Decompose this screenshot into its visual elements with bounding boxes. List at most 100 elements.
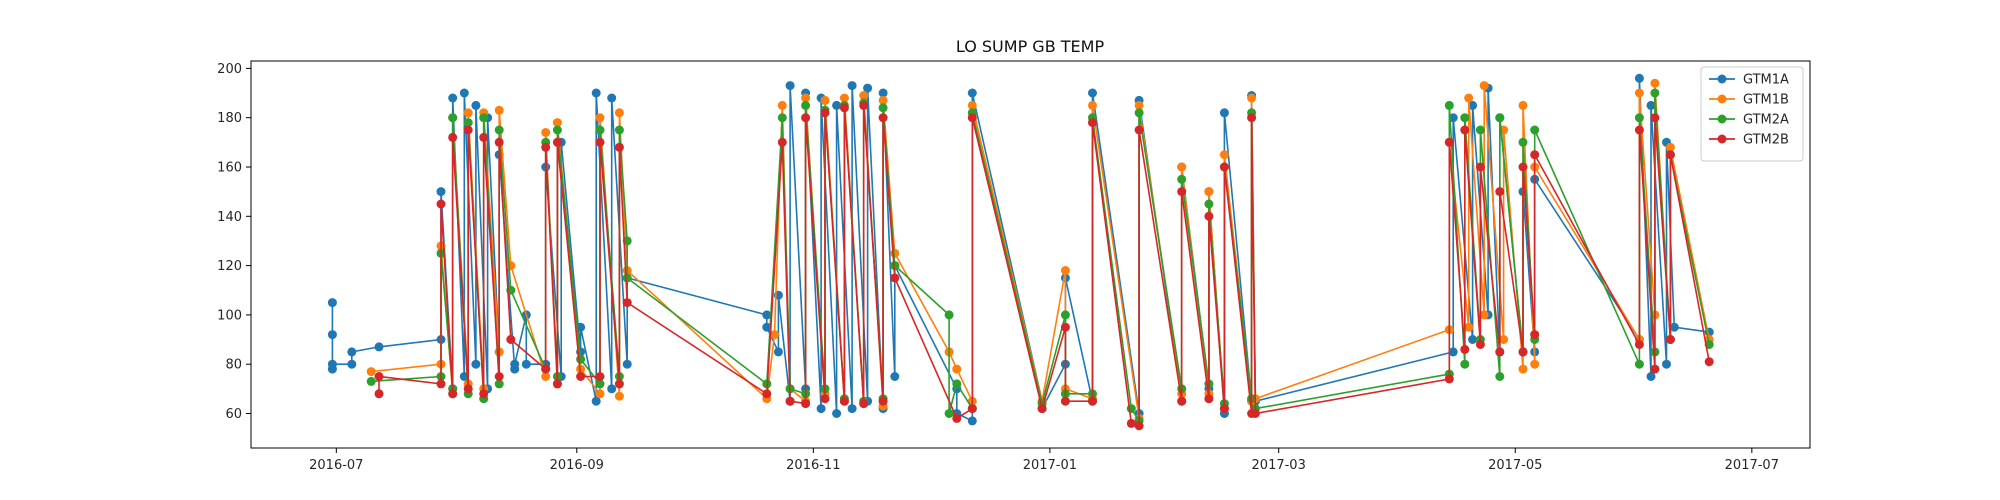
- data-point-gtm2b-41: [1060, 322, 1070, 332]
- data-point-gtm1a-2: [327, 330, 337, 340]
- data-point-gtm2a-20: [614, 125, 624, 135]
- data-point-gtm1a-48: [847, 81, 857, 91]
- data-point-gtm2b-24: [777, 137, 787, 147]
- data-point-gtm2a-18: [595, 125, 605, 135]
- legend-marker-gtm1b: [1717, 94, 1727, 104]
- data-point-gtm2a-6: [463, 118, 473, 128]
- data-point-gtm2a-24: [777, 113, 787, 123]
- data-point-gtm2a-74: [1650, 88, 1660, 98]
- data-point-gtm2b-16: [552, 137, 562, 147]
- data-point-gtm1a-45: [832, 409, 842, 418]
- data-point-gtm2b-73: [1665, 335, 1675, 344]
- data-point-gtm2b-25: [785, 396, 795, 406]
- data-point-gtm1b-60: [1464, 93, 1474, 103]
- x-tick-label-6: 2017-07: [1725, 458, 1779, 473]
- series-layer: [327, 73, 1714, 431]
- data-point-gtm1b-72: [1650, 78, 1660, 88]
- data-point-gtm2a-64: [1475, 125, 1485, 135]
- data-point-gtm2b-39: [967, 113, 977, 123]
- data-point-gtm1a-76: [1448, 347, 1458, 357]
- legend-label-gtm2a: GTM2A: [1743, 113, 1789, 128]
- y-tick-label-6: 180: [217, 111, 242, 126]
- data-point-gtm2b-3: [436, 199, 446, 209]
- data-point-gtm1a-57: [967, 416, 977, 426]
- data-point-gtm2b-43: [1088, 396, 1097, 406]
- data-point-gtm1b-59: [1464, 322, 1474, 332]
- data-point-gtm2b-45: [1126, 418, 1136, 428]
- data-point-gtm2b-58: [1444, 137, 1454, 147]
- data-point-gtm2b-42: [1060, 396, 1070, 406]
- data-point-gtm2b-63: [1495, 347, 1505, 357]
- data-point-gtm1b-33: [859, 91, 869, 100]
- data-point-gtm2b-31: [839, 103, 849, 113]
- data-point-gtm2b-69: [1634, 340, 1644, 349]
- data-point-gtm2b-18: [595, 372, 605, 381]
- data-point-gtm1a-90: [1646, 372, 1656, 381]
- data-point-gtm1b-29: [820, 95, 830, 105]
- data-point-gtm2a-36: [890, 261, 900, 271]
- data-point-gtm2b-55: [1247, 113, 1257, 123]
- data-point-gtm1a-29: [591, 396, 601, 406]
- data-point-gtm2b-14: [541, 142, 551, 152]
- data-point-gtm1b-40: [967, 100, 977, 110]
- data-point-gtm1b-45: [1088, 100, 1097, 110]
- data-point-gtm2b-10: [494, 372, 504, 381]
- data-point-gtm1a-10: [448, 93, 458, 103]
- legend-box: [1700, 66, 1804, 162]
- series-gtm2b: [374, 100, 1714, 431]
- data-point-gtm2a-9: [494, 379, 504, 389]
- x-tick-label-4: 2017-03: [1252, 458, 1306, 473]
- data-point-gtm2b-67: [1530, 330, 1540, 340]
- y-tick-label-5: 160: [217, 160, 242, 175]
- data-point-gtm1b-20: [614, 108, 624, 118]
- data-point-gtm1a-4: [347, 359, 357, 369]
- x-axis: 2016-07 2016-09 2016-11 2017-01 2017-03 2017-…: [309, 448, 1779, 473]
- data-point-gtm1a-30: [591, 88, 601, 98]
- legend: GTM1A GTM1B GTM2A GTM2B: [1700, 66, 1804, 162]
- data-point-gtm2b-2: [436, 379, 446, 389]
- data-point-gtm1a-5: [347, 347, 357, 357]
- data-point-gtm1a-50: [863, 83, 873, 93]
- data-point-gtm2a-65: [1495, 372, 1505, 381]
- data-point-gtm1a-22: [521, 359, 531, 369]
- data-point-gtm2b-34: [878, 396, 888, 406]
- data-point-gtm2b-35: [878, 113, 888, 123]
- data-point-gtm2a-68: [1518, 137, 1528, 147]
- data-point-gtm1b-47: [1134, 100, 1144, 110]
- plot-frame: [250, 60, 1811, 449]
- data-point-gtm1a-1: [327, 298, 337, 308]
- data-point-gtm1a-91: [1646, 100, 1656, 110]
- y-tick-label-0: 60: [225, 407, 242, 422]
- data-point-gtm2b-66: [1518, 162, 1528, 172]
- data-point-gtm2a-15: [552, 125, 562, 135]
- data-point-gtm2b-40: [1037, 404, 1047, 414]
- data-point-gtm2a-71: [1634, 359, 1644, 369]
- data-point-gtm1a-89: [1634, 73, 1644, 83]
- data-point-gtm2a-37: [944, 310, 954, 320]
- data-point-gtm2b-51: [1204, 211, 1214, 221]
- data-point-gtm2b-59: [1460, 344, 1470, 354]
- data-point-gtm2a-61: [1460, 359, 1470, 369]
- data-point-gtm2a-66: [1495, 113, 1505, 123]
- x-tick-label-3: 2017-01: [1023, 458, 1077, 473]
- x-tick-label-2: 2016-11: [786, 458, 840, 473]
- data-point-gtm1a-8: [436, 187, 446, 197]
- data-point-gtm2b-65: [1518, 347, 1528, 357]
- data-point-gtm2a-27: [801, 100, 811, 110]
- data-point-gtm2a-38: [944, 409, 954, 418]
- data-point-gtm2b-36: [890, 273, 900, 283]
- data-point-gtm2b-46: [1134, 421, 1144, 431]
- data-point-gtm1a-33: [622, 359, 632, 369]
- data-point-gtm1b-70: [1634, 88, 1644, 98]
- data-point-gtm2a-60: [1444, 100, 1454, 110]
- data-point-gtm1a-52: [878, 88, 888, 98]
- data-point-gtm2a-17: [595, 379, 605, 389]
- data-point-gtm2b-15: [552, 379, 562, 389]
- data-point-gtm2b-6: [463, 384, 473, 394]
- data-point-gtm1a-78: [1468, 335, 1478, 344]
- data-point-gtm1a-31: [607, 384, 617, 394]
- data-point-gtm2b-30: [839, 396, 849, 406]
- legend-marker-gtm2b: [1717, 134, 1727, 144]
- data-point-gtm2b-22: [622, 298, 632, 308]
- data-point-gtm2b-8: [479, 389, 489, 399]
